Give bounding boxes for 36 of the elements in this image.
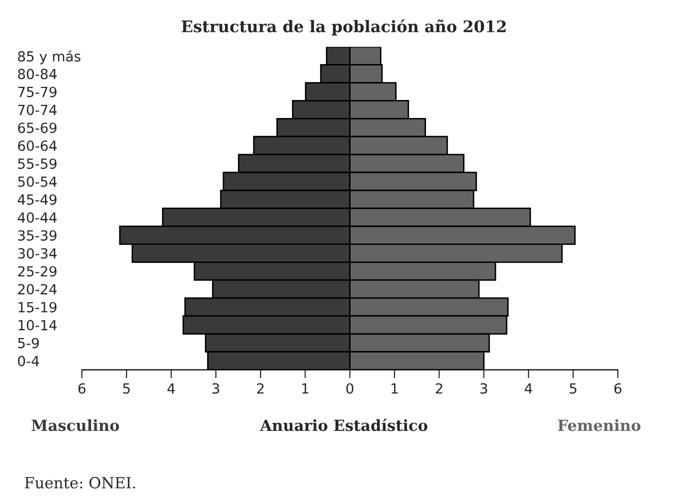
x-tick-label: 1 — [302, 383, 308, 394]
y-tick-label: 0-4 — [18, 356, 39, 366]
x-tick-label: 6 — [78, 383, 86, 394]
y-tick-label: 60-64 — [18, 140, 57, 152]
y-tick-label: 45-49 — [18, 194, 56, 205]
x-tick-label: 5 — [123, 383, 130, 394]
x-tick-label: 1 — [392, 383, 398, 394]
y-tick-label: 5-9 — [18, 338, 39, 348]
y-tick-label: 25-29 — [18, 266, 56, 277]
x-tick-label: 2 — [257, 383, 264, 394]
x-tick-label: 0 — [346, 383, 354, 394]
y-tick-label: 35-39 — [18, 230, 56, 241]
y-tick-label: 85 y más — [18, 50, 80, 64]
y-tick-label: 80-84 — [18, 68, 57, 80]
y-tick-label: 75-79 — [18, 86, 56, 98]
text: Anuario Estadístico — [260, 418, 428, 432]
x-tick-label: 2 — [436, 383, 442, 394]
x-tick-label: 6 — [614, 383, 622, 394]
y-tick-label: 15-19 — [18, 302, 56, 312]
y-tick-label: 55-59 — [18, 158, 56, 169]
text: Masculino — [32, 419, 120, 432]
y-tick-label: 10-14 — [18, 320, 57, 330]
y-tick-label: 50-54 — [18, 176, 57, 187]
text: Femenino — [558, 419, 640, 432]
y-tick-label: 65-69 — [18, 122, 56, 134]
x-tick-label: 3 — [480, 383, 488, 394]
source-note: Fuente: ONEI. — [24, 476, 136, 488]
x-tick-label: 3 — [212, 383, 220, 394]
x-tick-label: 5 — [570, 383, 576, 394]
y-tick-label: 40-44 — [18, 212, 57, 223]
chart-title: Estructura de la población año 2012 — [182, 19, 506, 36]
x-tick-label: 4 — [524, 383, 532, 394]
y-tick-label: 30-34 — [18, 248, 57, 259]
y-tick-label: 20-24 — [18, 284, 57, 295]
x-tick-label: 4 — [167, 383, 175, 394]
y-tick-label: 70-74 — [18, 104, 57, 116]
